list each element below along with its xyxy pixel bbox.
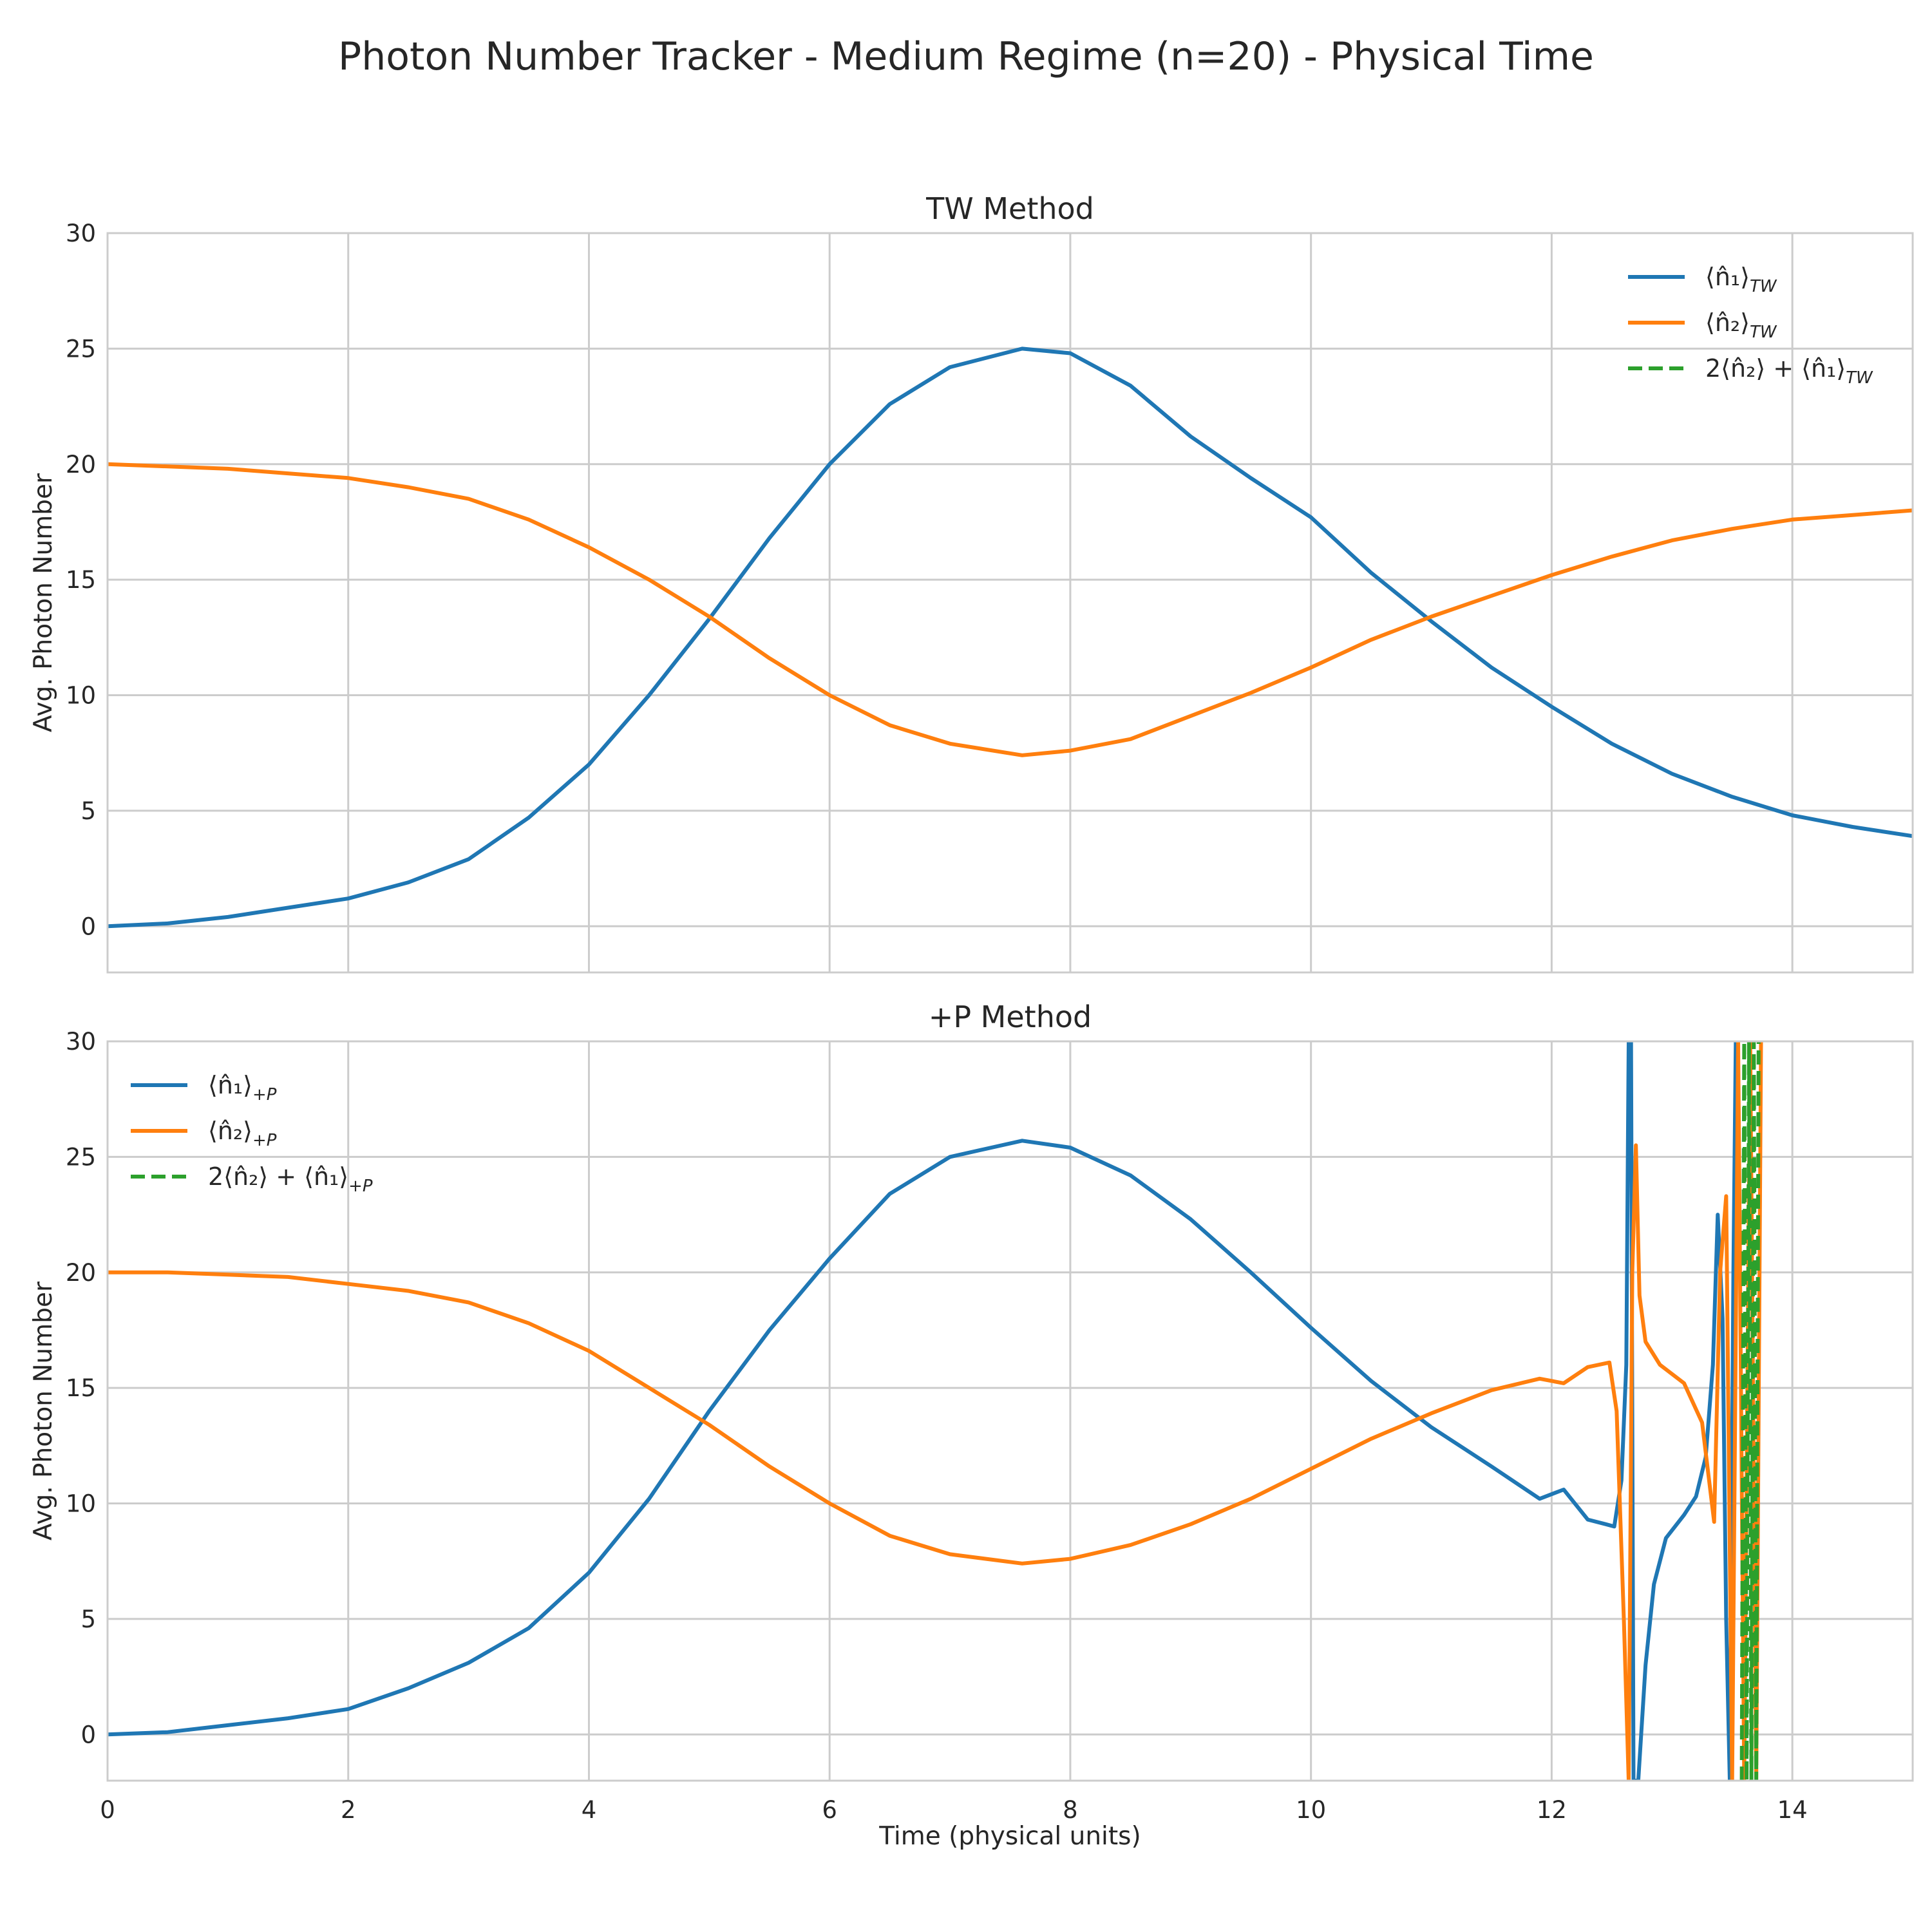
plusp-ytick-label: 0 (80, 1721, 96, 1748)
tw-ytick-label: 25 (66, 335, 96, 363)
plusp-ytick-label: 20 (66, 1259, 96, 1287)
plusp-ytick-label: 25 (66, 1143, 96, 1171)
legend-label-total: 2⟨n̂₂⟩ + ⟨n̂₁⟩+P (208, 1162, 373, 1196)
legend-label-n1: ⟨n̂₁⟩+P (208, 1071, 277, 1104)
plusp-ytick-label: 30 (66, 1028, 96, 1056)
plusp-method-axes: 0 5 10 15 20 25 30 0 2 4 6 8 10 12 14 +P Method Avg. Pho… (29, 999, 1914, 1851)
tw-series-n2 (108, 462, 1913, 757)
plusp-xtick-label: 10 (1296, 1796, 1326, 1824)
plusp-xtick-label: 12 (1537, 1796, 1567, 1824)
tw-axes-frame (106, 232, 1914, 974)
tw-ytick-label: 0 (80, 913, 96, 940)
plusp-series-n1 (108, 1041, 1738, 1781)
plusp-series-n2 (108, 1041, 1763, 1781)
tw-ytick-label: 15 (66, 566, 96, 594)
tw-ytick-label: 10 (66, 682, 96, 710)
tw-ylabel: Avg. Photon Number (29, 473, 58, 732)
legend-label-n2: ⟨n̂₂⟩TW (1705, 308, 1777, 342)
plusp-xtick-label: 0 (100, 1796, 115, 1824)
plusp-legend: ⟨n̂₁⟩+P ⟨n̂₂⟩+P 2⟨n̂₂⟩ + ⟨n̂₁⟩+P (131, 1071, 373, 1196)
plusp-ylabel: Avg. Photon Number (29, 1281, 58, 1540)
tw-axes-title: TW Method (925, 191, 1094, 226)
legend-label-n1: ⟨n̂₁⟩TW (1705, 263, 1777, 296)
plusp-xtick-label: 4 (582, 1796, 597, 1824)
plusp-xlabel: Time (physical units) (878, 1822, 1141, 1851)
plusp-xtick-label: 8 (1063, 1796, 1078, 1824)
plusp-ytick-label: 10 (66, 1490, 96, 1518)
tw-method-axes: 0 5 10 15 20 25 30 TW Method Avg. Photon Number ⟨… (29, 191, 1914, 974)
plusp-ytick-label: 5 (80, 1605, 96, 1633)
legend-label-total: 2⟨n̂₂⟩ + ⟨n̂₁⟩TW (1705, 354, 1873, 388)
tw-ytick-label: 30 (66, 220, 96, 247)
tw-ytick-label: 5 (80, 797, 96, 825)
plusp-axes-title: +P Method (929, 999, 1092, 1034)
plusp-xtick-label: 2 (341, 1796, 356, 1824)
figure-title: Photon Number Tracker - Medium Regime (n… (338, 34, 1594, 79)
plusp-axes-frame (106, 1040, 1914, 1782)
legend-label-n2: ⟨n̂₂⟩+P (208, 1117, 277, 1150)
tw-legend: ⟨n̂₁⟩TW ⟨n̂₂⟩TW 2⟨n̂₂⟩ + ⟨n̂₁⟩TW (1628, 263, 1873, 388)
plusp-ytick-label: 15 (66, 1374, 96, 1402)
plusp-series-total (1739, 1041, 1761, 1781)
tw-ytick-label: 20 (66, 451, 96, 478)
tw-series-n1 (108, 346, 1913, 929)
plusp-xtick-label: 6 (822, 1796, 837, 1824)
plusp-xtick-label: 14 (1777, 1796, 1808, 1824)
